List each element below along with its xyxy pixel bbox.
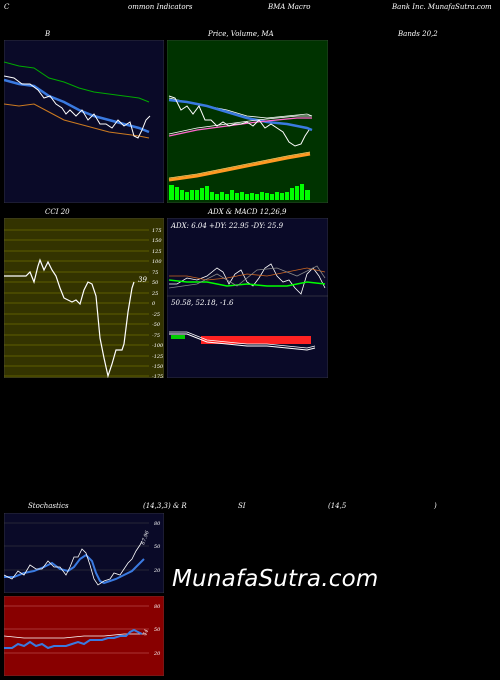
rsi-chart: 80 50 20 44 bbox=[4, 596, 164, 676]
bands-label: Bands 20,2 bbox=[398, 30, 438, 38]
stochastics-label: Stochastics bbox=[28, 502, 69, 510]
rsi-current-value: 44 bbox=[142, 629, 150, 638]
rsi-tick-20: 20 bbox=[153, 651, 161, 657]
bollinger-chart bbox=[4, 40, 164, 203]
stoch-tick-20: 20 bbox=[153, 568, 161, 574]
price-volume-chart bbox=[167, 40, 328, 203]
cci-tick-label: -100 bbox=[152, 343, 164, 349]
header-symbol: BMA Macro bbox=[268, 3, 311, 11]
rsi-tick-50: 50 bbox=[154, 627, 161, 633]
cci-tick-label: -25 bbox=[152, 312, 160, 318]
stoch-tick-80: 80 bbox=[154, 521, 161, 527]
stochastics-chart: 80 50 20 67.96 bbox=[4, 513, 164, 593]
rsi-close-paren: ) bbox=[434, 502, 437, 510]
price-ma-label: Price, Volume, MA bbox=[208, 30, 274, 38]
cci-tick-label: 150 bbox=[152, 238, 162, 244]
cci-label: CCI 20 bbox=[45, 208, 70, 216]
stoch-tick-50: 50 bbox=[154, 544, 161, 550]
cci-tick-label: -175 bbox=[152, 374, 163, 378]
watermark-logo: MunafaSutra.com bbox=[172, 566, 379, 592]
macd-readout: 50.58, 52.18, -1.6 bbox=[171, 299, 234, 307]
cci-tick-label: 0 bbox=[152, 301, 156, 307]
header-company: Bank Inc. MunafaSutra.com bbox=[392, 3, 492, 11]
adx-macd-chart: ADX: 6.04 +DY: 22.95 -DY: 25.9 50.58, 52… bbox=[167, 218, 328, 378]
cci-tick-label: -50 bbox=[152, 322, 161, 328]
cci-tick-label: -150 bbox=[152, 364, 164, 370]
header-c: C bbox=[4, 3, 10, 11]
cci-tick-label: 100 bbox=[152, 259, 162, 265]
cci-tick-label: 175 bbox=[152, 228, 162, 234]
cci-tick-label: 25 bbox=[151, 291, 158, 297]
cci-current-value: 39 bbox=[138, 276, 147, 284]
adx-macd-label: ADX & MACD 12,26,9 bbox=[208, 208, 287, 216]
cci-tick-label: -75 bbox=[152, 333, 160, 339]
header-title: ommon Indicators bbox=[128, 3, 193, 11]
rsi-tick-80: 80 bbox=[154, 604, 161, 610]
stochastics-params: (14,3,3) & R bbox=[143, 502, 187, 510]
cci-tick-label: 50 bbox=[152, 280, 159, 286]
rsi-params: (14,5 bbox=[328, 502, 347, 510]
rsi-label: SI bbox=[238, 502, 246, 510]
cci-tick-label: 75 bbox=[152, 270, 158, 276]
cci-tick-label: 125 bbox=[152, 249, 162, 255]
cci-chart: 175 150 125 100 75 50 25 0 -25 -50 -75 -100 -125 -150… bbox=[4, 218, 164, 378]
stoch-current-value: 67.96 bbox=[140, 529, 151, 545]
bollinger-label: B bbox=[45, 30, 51, 38]
cci-tick-label: -125 bbox=[152, 354, 163, 360]
adx-readout: ADX: 6.04 +DY: 22.95 -DY: 25.9 bbox=[170, 222, 284, 230]
